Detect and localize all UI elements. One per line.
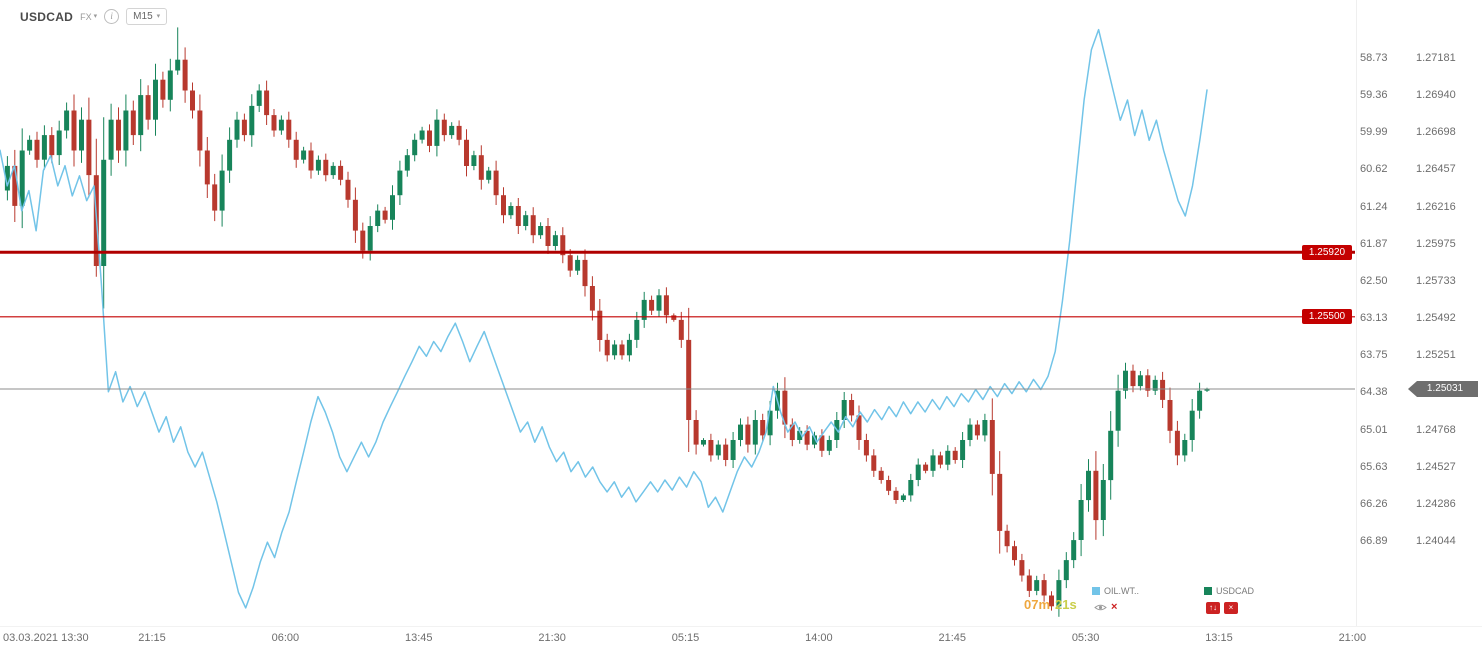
time-axis-label: 06:00 [271,632,300,644]
market-label: FX [80,11,92,22]
symbol-label: USDCAD [20,9,74,24]
price-axis-row: 58.73 1.27181 [1360,52,1456,64]
price-axis-row: 60.62 1.26457 [1360,163,1456,176]
time-axis-label: 03.03.2021 13:30 [3,632,89,644]
price-axis-row: 61.24 1.26216 [1360,200,1456,213]
price-axis-row: 59.36 1.26940 [1360,89,1456,102]
legend-usdcad-controls: ↑↓ × [1206,602,1238,614]
time-axis-label: 21:15 [138,632,166,644]
info-icon[interactable]: i [104,9,120,24]
usdcad-series-label: USDCAD [1216,586,1255,596]
price-axis-row: 65.01 1.24768 [1360,423,1456,436]
timeframe-label: M15 [133,11,153,22]
price-axis-row: 65.63 1.24527 [1360,460,1456,473]
price-axis-row: 61.87 1.25975 [1360,237,1456,250]
legend-item-usdcad: USDCAD [1204,586,1254,596]
price-axis[interactable]: 58.73 1.27181 59.36 1.26940 59.99 1.26698 60.6… [1356,0,1482,626]
oil-series-label: OIL.WT.. [1104,586,1140,596]
market-selector[interactable]: FX ▾ [80,12,97,22]
time-axis-label: 21:45 [938,632,966,644]
time-axis-label: 21:00 [1338,632,1367,644]
countdown-minutes: 07m [1024,597,1051,612]
time-axis-label: 13:45 [404,632,433,644]
timeframe-selector[interactable]: M15 ▾ [126,8,168,25]
chevron-down-icon: ▾ [93,13,98,20]
price-axis-row: 59.99 1.26698 [1360,126,1456,139]
current-price-label: 1.25031 [1408,381,1478,398]
visibility-eye-icon[interactable] [1094,603,1107,612]
legend-item-oil: OIL.WT.. [1092,586,1139,596]
price-axis-row: 66.89 1.24044 [1360,535,1456,547]
time-axis-label: 21:30 [538,632,566,644]
price-axis-row: 62.50 1.25733 [1360,274,1456,287]
trade-arrows-icon[interactable]: ↑↓ [1206,602,1220,614]
time-axis-label: 13:15 [1205,632,1233,644]
usdcad-series-swatch [1204,587,1212,595]
time-axis-label: 14:00 [805,632,833,644]
price-axis-row: 64.38 [1360,386,1388,399]
remove-overlay-icon[interactable]: × [1111,601,1118,613]
level-price-label: 1.25920 [1302,244,1352,260]
time-axis-label: 05:30 [1071,632,1100,644]
countdown-seconds: 21s [1055,597,1077,612]
oil-series-swatch [1092,587,1100,595]
remove-series-icon[interactable]: × [1224,602,1238,614]
time-axis-label: 05:15 [671,632,700,644]
price-axis-row: 66.26 1.24286 [1360,497,1456,510]
legend-oil-controls: × [1094,602,1117,613]
instrument-header: USDCAD FX ▾ i M15 ▾ [20,8,168,25]
candle-countdown: 07m 21s [1024,597,1077,612]
level-price-label: 1.25500 [1302,309,1352,325]
time-axis[interactable]: 03.03.2021 13:30 21:15 06:00 13:45 21:30 05:1… [0,626,1482,650]
price-axis-row: 63.13 1.25492 [1360,312,1456,325]
chevron-down-icon: ▾ [156,13,161,20]
price-axis-row: 63.75 1.25251 [1360,349,1456,362]
